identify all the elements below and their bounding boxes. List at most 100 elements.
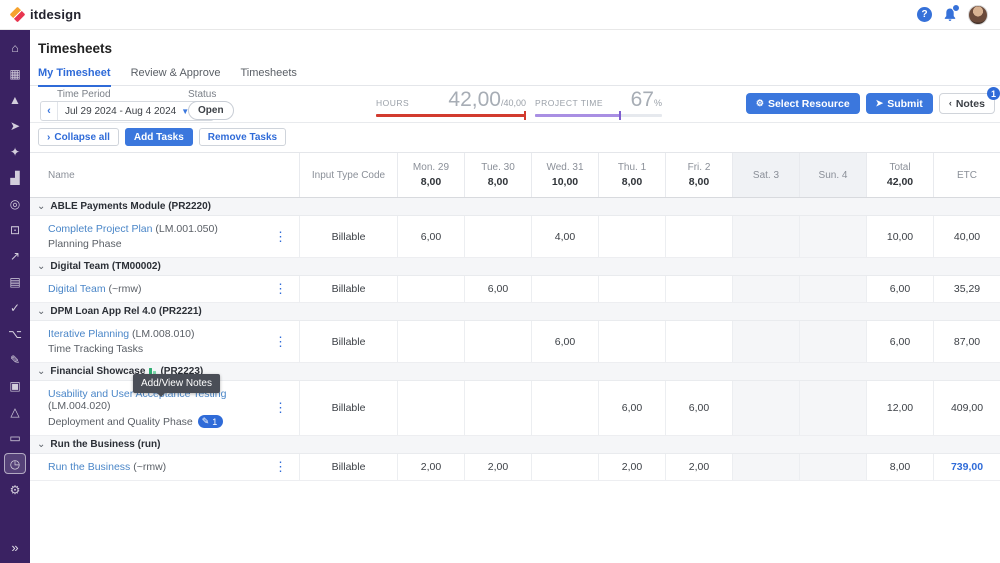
day-cell[interactable] [800,381,867,435]
day-cell[interactable] [733,216,800,257]
etc-cell[interactable]: 40,00 [953,230,981,243]
day-cell[interactable] [532,276,599,302]
help-icon[interactable]: ? [917,7,932,22]
column-total: 8,00 [688,176,710,188]
row-menu-icon[interactable]: ⋮ [274,281,287,296]
previous-period-icon[interactable]: ‹ [41,102,58,120]
plans-icon[interactable]: ▤ [9,274,21,289]
day-cell[interactable] [465,216,532,257]
note-badge[interactable]: ✎ 1 [197,415,224,428]
day-cell[interactable] [800,454,867,480]
day-cell[interactable] [800,321,867,362]
etc-cell[interactable]: 409,00 [950,402,984,414]
day-cell[interactable]: 4,00 [532,216,599,257]
sidebar-expand-icon[interactable]: » [11,540,19,555]
day-cell[interactable]: 2,00 [465,454,532,480]
notes-count-badge: 1 [987,87,1000,100]
table-row: Complete Project Plan (LM.001.050) Planni… [30,216,1000,258]
day-cell[interactable] [800,216,867,257]
reports-icon[interactable]: ▟ [10,170,20,185]
day-cell[interactable] [800,276,867,302]
day-cell[interactable] [599,321,666,362]
etc-cell[interactable]: 739,00 [950,461,984,473]
day-cell[interactable] [733,321,800,362]
boards-icon[interactable]: ⊡ [9,222,21,237]
etc-cell[interactable]: 35,29 [953,283,981,295]
add-tasks-button[interactable]: Add Tasks [124,128,193,146]
tab-timesheets[interactable]: Timesheets [240,67,297,79]
task-link[interactable]: Run the Business [48,461,131,473]
org-chart-icon[interactable]: ⌥ [8,326,22,341]
day-cell[interactable]: 6,00 [398,216,465,257]
day-cell[interactable] [733,454,800,480]
etc-cell[interactable]: 87,00 [953,335,981,348]
group-header[interactable]: ⌄ ABLE Payments Module (PR2220) [30,198,1000,216]
group-header[interactable]: ⌄ Digital Team (TM00002) [30,258,1000,276]
day-cell[interactable]: 6,00 [666,381,733,435]
day-cell[interactable] [733,381,800,435]
notification-badge [952,3,960,12]
column-header-input-type-code: Input Type Code [300,153,398,197]
day-cell[interactable] [599,216,666,257]
day-cell[interactable]: 6,00 [465,276,532,302]
day-cell[interactable]: 6,00 [532,321,599,362]
portfolio-icon[interactable]: ▲ [9,92,21,107]
notifications-bell-icon[interactable] [942,3,960,23]
initiatives-icon[interactable]: ➤ [9,118,21,133]
group-header[interactable]: ⌄ Financial Showcase (PR2223) [30,363,1000,381]
column-header-name: Name [30,153,300,197]
collapse-all-button[interactable]: › Collapse all [38,128,119,146]
day-cell[interactable] [398,381,465,435]
day-cell[interactable] [666,216,733,257]
timesheets-icon[interactable]: ◷ [4,453,26,474]
collapse-all-label: Collapse all [54,131,110,143]
notes-button[interactable]: ‹ Notes 1 [938,87,1000,114]
day-cell[interactable] [532,454,599,480]
assignments-icon[interactable]: ✎ [9,352,21,367]
remove-tasks-button[interactable]: Remove Tasks [198,128,287,146]
day-cell[interactable] [465,321,532,362]
row-menu-icon[interactable]: ⋮ [274,333,287,349]
ideas-icon[interactable]: ✦ [9,144,21,159]
group-title: ABLE Payments Module (PR2220) [50,201,212,212]
day-cell[interactable] [532,381,599,435]
select-resource-button[interactable]: ⚙ Select Resource [745,93,860,114]
group-header[interactable]: ⌄ DPM Loan App Rel 4.0 (PR2221) [30,303,1000,321]
conversations-icon[interactable]: ▭ [9,430,21,445]
task-link[interactable]: Iterative Planning [48,328,130,340]
day-cell[interactable]: 6,00 [599,381,666,435]
day-cell[interactable]: 2,00 [398,454,465,480]
day-cell[interactable]: 2,00 [666,454,733,480]
knowledge-icon[interactable]: ▣ [9,378,21,393]
task-link[interactable]: Complete Project Plan [48,223,153,235]
home-icon[interactable]: ⌂ [11,40,19,55]
day-cell[interactable] [398,321,465,362]
row-menu-icon[interactable]: ⋮ [274,459,287,474]
tab-my-timesheet[interactable]: My Timesheet [38,67,111,87]
hours-progress-bar [376,111,526,120]
tab-review-approve[interactable]: Review & Approve [130,67,221,79]
chevron-down-icon: ⌄ [37,260,46,272]
group-header[interactable]: ⌄ Run the Business (run) [30,436,1000,454]
dashboard-icon[interactable]: ▦ [9,66,21,81]
administration-icon[interactable]: ⚙ [9,482,21,497]
user-avatar[interactable] [968,4,988,25]
tasks-icon[interactable]: ✓ [9,300,21,315]
trends-icon[interactable]: ↗ [9,248,21,263]
table-body: ⌄ ABLE Payments Module (PR2220) Complete P… [30,198,1000,481]
submit-button[interactable]: ➤ Submit [865,93,933,114]
day-cell[interactable]: 2,00 [599,454,666,480]
day-cell[interactable] [465,381,532,435]
day-cell[interactable] [733,276,800,302]
row-menu-icon[interactable]: ⋮ [274,228,287,244]
day-cell[interactable] [666,321,733,362]
day-cell[interactable] [666,276,733,302]
day-cell[interactable] [599,276,666,302]
goals-icon[interactable]: ◎ [9,196,21,211]
hierarchy-icon[interactable]: △ [10,404,20,419]
day-cell[interactable] [398,276,465,302]
top-header: itdesign ? [0,0,1000,30]
row-menu-icon[interactable]: ⋮ [274,400,287,415]
time-period-dropdown[interactable]: Jul 29 2024 - Aug 4 2024 ▼ [58,102,196,120]
task-link[interactable]: Digital Team [48,283,106,295]
